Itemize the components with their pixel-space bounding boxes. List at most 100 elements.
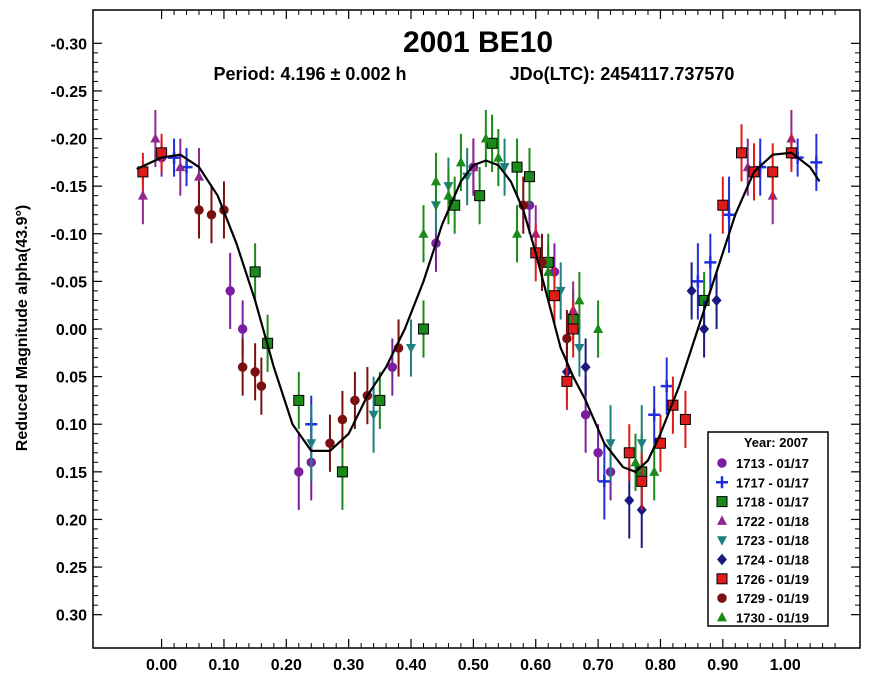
legend: Year: 2007 1713 - 01/17 1717 - 01/17 1718 … [707, 431, 829, 627]
data-point [624, 494, 635, 507]
data-point [574, 294, 585, 305]
legend-marker [717, 553, 727, 566]
x-tick-label: 0.70 [583, 657, 614, 674]
data-point [543, 266, 554, 276]
x-tick-label: 0.10 [208, 657, 239, 674]
data-point [175, 161, 186, 172]
y-tick-label: -0.10 [51, 227, 88, 244]
data-point [225, 286, 235, 296]
data-point [336, 466, 348, 478]
data-point [574, 344, 585, 354]
y-tick-label: -0.25 [51, 84, 88, 101]
data-point [623, 447, 635, 459]
data-point [325, 438, 335, 449]
data-point [443, 190, 454, 200]
data-point [548, 290, 560, 302]
data-point [249, 266, 261, 278]
data-point [723, 208, 736, 221]
legend-marker [717, 593, 727, 603]
x-tick-label: 0.80 [645, 657, 676, 674]
chart-subtitle-period: Period: 4.196 ± 0.002 h [214, 64, 407, 84]
legend-entry-label: 1722 - 01/18 [736, 514, 809, 529]
x-tick-label: 0.50 [458, 657, 489, 674]
x-tick-label: 1.00 [770, 657, 801, 674]
data-point [430, 175, 441, 186]
y-tick-label: -0.15 [51, 179, 88, 196]
legend-marker [717, 515, 727, 525]
data-point [648, 408, 661, 421]
x-tick-label: 0.30 [333, 657, 364, 674]
legend-marker [717, 536, 727, 546]
data-point [679, 413, 691, 425]
data-point [598, 475, 611, 488]
legend-entry-label: 1713 - 01/17 [736, 456, 809, 471]
data-point [337, 414, 348, 425]
data-point [474, 190, 486, 202]
data-point [686, 285, 697, 297]
data-point [455, 156, 466, 167]
data-point [237, 324, 248, 334]
x-tick-label: 0.90 [707, 657, 738, 674]
y-tick-label: -0.20 [51, 132, 88, 149]
data-point [194, 171, 205, 181]
data-point [237, 362, 248, 372]
data-point [699, 323, 710, 335]
data-point [294, 467, 304, 477]
legend-title: Year: 2007 [744, 435, 808, 450]
data-point [636, 475, 648, 487]
y-tick-label: -0.30 [51, 36, 88, 53]
legend-entry-label: 1723 - 01/18 [736, 533, 809, 548]
data-point [368, 410, 379, 421]
data-point [636, 439, 647, 449]
legend-entry-label: 1724 - 01/18 [736, 553, 809, 568]
y-tick-label: 0.10 [56, 417, 87, 434]
y-tick-label: 0.00 [56, 322, 87, 339]
data-point [630, 456, 641, 467]
legend-box [707, 431, 829, 627]
x-tick-label: 0.40 [395, 657, 426, 674]
plot-area: 0.00 0.10 0.20 0.30 0.40 0.50 0.60 0.70 0.80 0.90… [51, 9, 861, 674]
data-point [406, 344, 417, 354]
legend-entry-label: 1730 - 01/19 [736, 610, 809, 625]
data-point [511, 161, 523, 173]
data-point [512, 228, 523, 238]
data-point [486, 137, 498, 149]
y-axis-label: Reduced Magnitude alpha(43.9°) [14, 205, 31, 451]
data-point [593, 323, 604, 333]
data-point [562, 333, 572, 344]
data-point [499, 163, 510, 173]
y-tick-label: 0.15 [56, 465, 87, 482]
y-tick-label: -0.05 [51, 274, 88, 291]
data-point [293, 394, 305, 406]
y-tick-label: 0.25 [56, 560, 87, 577]
data-point [493, 152, 504, 162]
data-point [374, 394, 386, 406]
data-point [691, 275, 704, 288]
legend-entry-label: 1726 - 01/19 [736, 572, 809, 587]
data-point [524, 171, 536, 183]
data-point [417, 323, 429, 335]
x-tick-label: 0.00 [146, 657, 177, 674]
data-point [256, 381, 267, 391]
legend-entry-label: 1717 - 01/17 [736, 475, 809, 490]
data-point [605, 439, 616, 449]
data-point [206, 209, 217, 220]
data-point [567, 323, 579, 335]
data-point [649, 466, 660, 476]
legend-marker [716, 496, 728, 508]
chart-subtitle-epoch: JDo(LTC): 2454117.737570 [510, 64, 735, 84]
y-tick-label: 0.20 [56, 512, 87, 529]
legend-marker [717, 611, 727, 622]
data-point [480, 133, 491, 143]
data-point [810, 156, 823, 169]
data-point [250, 367, 260, 377]
legend-marker [717, 458, 727, 468]
data-point [580, 361, 591, 373]
data-point [387, 362, 398, 372]
chart-title: 2001 BE10 [403, 26, 553, 59]
legend-entry-label: 1718 - 01/17 [736, 495, 809, 510]
data-point [350, 395, 360, 406]
data-point [711, 294, 722, 307]
data-point [168, 151, 181, 164]
